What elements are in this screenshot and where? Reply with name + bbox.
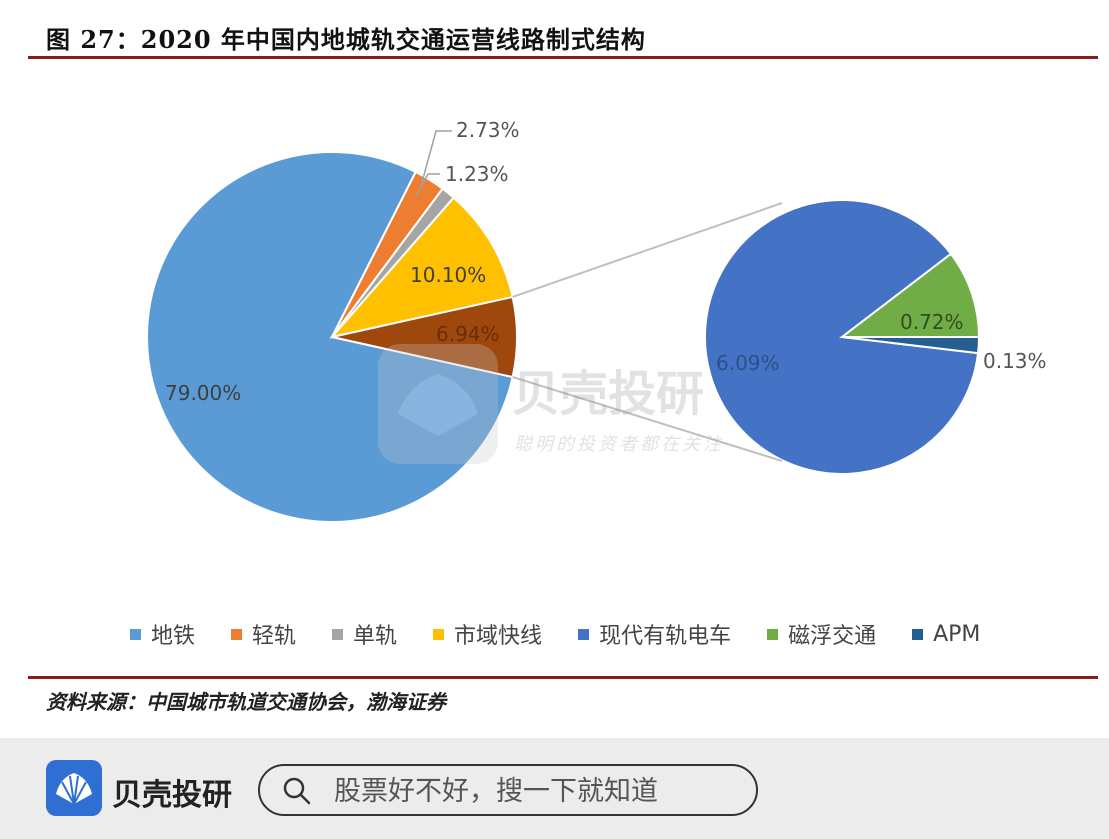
legend-item: 市域快线	[433, 618, 542, 650]
data-label: 79.00%	[165, 381, 241, 405]
legend-swatch	[767, 628, 779, 640]
chart-legend: 地铁 轻轨 单轨 市域快线 现代有轨电车 磁浮交通 APM	[130, 618, 980, 650]
legend-swatch	[130, 628, 141, 640]
pie-slice	[841, 336, 981, 355]
legend-item: APM	[912, 622, 980, 647]
pie-slice	[331, 295, 518, 379]
bottom-divider	[28, 676, 1098, 679]
legend-label: 单轨	[353, 624, 398, 649]
pie-slice	[839, 252, 981, 338]
search-box[interactable]	[258, 764, 758, 816]
legend-label: 市域快线	[454, 624, 543, 649]
legend-label: 磁浮交通	[788, 624, 877, 649]
data-label: 6.09%	[716, 351, 780, 375]
legend-label: 地铁	[151, 624, 196, 649]
data-label: 0.13%	[983, 349, 1047, 373]
legend-swatch	[332, 628, 344, 640]
data-label: 10.10%	[410, 263, 486, 287]
data-label: 1.23%	[445, 162, 509, 186]
legend-label: APM	[933, 621, 981, 647]
legend-label: 现代有轨电车	[599, 624, 732, 649]
brand-logo-icon[interactable]	[46, 760, 102, 816]
connector-line	[512, 202, 783, 298]
pie-slice	[329, 196, 514, 339]
connector-line	[512, 376, 783, 462]
source-note: 资料来源：中国城市轨道交通协会，渤海证券	[46, 690, 446, 714]
data-label: 6.94%	[436, 322, 500, 346]
legend-item: 磁浮交通	[767, 618, 876, 650]
bottom-bar: 贝壳投研	[0, 738, 1109, 839]
legend-item: 现代有轨电车	[578, 618, 731, 650]
data-label: 0.72%	[900, 310, 964, 334]
legend-item: 轻轨	[231, 618, 296, 650]
legend-label: 轻轨	[252, 624, 297, 649]
legend-swatch	[231, 628, 243, 640]
top-divider	[28, 56, 1098, 59]
search-icon[interactable]	[282, 776, 312, 810]
search-input[interactable]	[332, 773, 746, 809]
legend-item: 地铁	[130, 618, 195, 650]
leader-line	[420, 130, 452, 187]
brand-name[interactable]: 贝壳投研	[112, 778, 232, 813]
pie-slice	[146, 151, 514, 523]
legend-swatch	[912, 628, 924, 640]
bar-of-pie-chart: 79.00% 2.73% 1.23% 10.10% 6.94% 6.09% 0.72% 0.1…	[146, 118, 1047, 523]
legend-swatch	[578, 628, 590, 640]
leader-line	[415, 173, 440, 198]
figure-title: 图 27：2020 年中国内地城轨交通运营线路制式结构	[46, 25, 646, 54]
data-label: 2.73%	[456, 118, 520, 142]
legend-swatch	[433, 628, 445, 640]
legend-item: 单轨	[332, 618, 397, 650]
